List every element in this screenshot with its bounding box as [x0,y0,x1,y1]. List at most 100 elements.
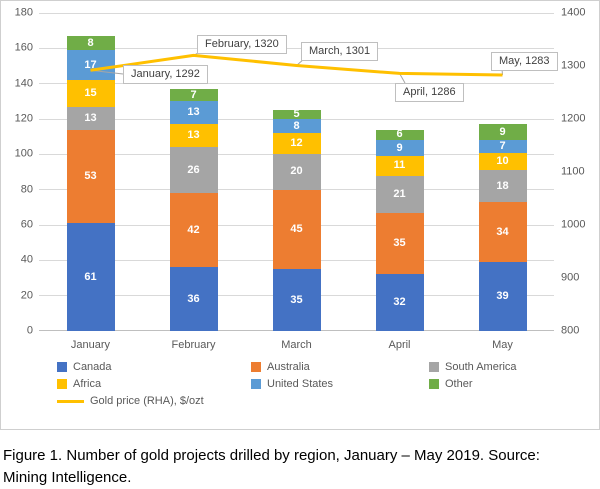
bar-segment-label: 11 [393,159,406,172]
bar-segment: 7 [169,88,218,102]
bar-segment-label: 35 [290,293,303,306]
bar-segment: 8 [272,119,321,134]
bar-segment: 42 [169,193,218,268]
y-axis-left-tick-label: 20 [20,289,33,302]
bar-segment-label: 42 [187,223,200,236]
bar-segment-label: 5 [293,108,300,121]
annotation-callout: April, 1286 [395,83,464,103]
y-axis-left-tick-label: 180 [14,6,33,19]
y-axis-right-tick-label: 1000 [561,218,586,231]
legend-item-united-states: United States [251,378,429,390]
bar-segment: 20 [272,154,321,190]
bar-segment-label: 13 [84,111,97,124]
bar-segment-label: 39 [496,290,509,303]
chart-area: 61 53 13 15 17 8 36 42 26 13 13 7 35 45 20 12 8 5 32 35 21 11… [0,0,600,430]
annotation-callout: March, 1301 [301,42,379,62]
bar-segment-label: 10 [496,154,509,167]
bar-segment: 26 [169,147,218,194]
gridline [39,83,554,85]
annotation-leader-line [399,73,406,84]
bar-segment-label: 53 [84,169,97,182]
gridline [39,13,554,14]
bar-segment: 8 [66,35,115,51]
legend-marker-gold-price [57,399,84,403]
y-axis-left-tick-label: 60 [20,218,33,231]
legend-label: Gold price (RHA), $/ozt [90,395,204,407]
bar-segment: 13 [66,106,115,130]
legend-marker-other [429,379,439,389]
x-axis-category-label: March [281,339,312,351]
bar-segment: 35 [375,212,424,275]
bar-segment: 61 [66,223,115,331]
legend-item-other: Other [429,378,562,390]
bar-segment-label: 7 [499,139,506,152]
bar-segment: 9 [375,140,424,157]
bar-segment-label: 17 [84,58,97,71]
bar-segment: 39 [478,262,527,331]
bar-segment: 5 [272,108,321,121]
annotation-callout: May, 1283 [491,52,558,72]
legend-marker-canada [57,362,67,372]
legend-label: Other [445,378,473,390]
bar-segment: 10 [478,152,527,171]
bar-segment-label: 7 [190,88,197,101]
y-axis-left-tick-label: 40 [20,253,33,266]
y-axis-right-tick-label: 1200 [561,112,586,125]
legend-label: Africa [73,378,102,390]
bar-segment-label: 26 [187,163,200,176]
x-axis-category-label: February [171,339,216,351]
legend-label: Australia [267,361,310,373]
bar-segment-label: 61 [84,270,97,283]
gridline [39,47,554,49]
legend-label: South America [445,361,517,373]
legend-label: United States [267,378,334,390]
y-axis-right-tick-label: 1300 [561,59,586,72]
legend-item-gold-price: Gold price (RHA), $/ozt [57,395,251,407]
bar-segment: 9 [478,124,527,141]
legend: Canada Australia South America Africa United… [57,361,562,407]
bar-segment-label: 8 [293,119,300,132]
x-axis-category-label: January [70,339,111,351]
bar-segment-label: 36 [187,292,200,305]
y-axis-left-tick-label: 160 [14,41,33,54]
bar-segment: 34 [478,202,527,263]
bar-segment-label: 18 [496,179,509,192]
bar-segment-label: 13 [187,106,200,119]
bar-segment: 7 [478,139,527,153]
legend-item-canada: Canada [57,361,251,373]
legend-item-australia: Australia [251,361,429,373]
bar-segment-label: 9 [396,141,403,154]
bar-segment-label: 6 [396,128,403,141]
bar-segment-label: 9 [499,125,506,138]
y-axis-right-tick-label: 900 [561,271,580,284]
bar-segment-label: 32 [393,296,406,309]
bar-segment: 45 [272,189,321,270]
legend-marker-africa [57,379,67,389]
bar-segment-label: 13 [187,129,200,142]
bar-segment: 13 [169,101,218,125]
x-axis-category-label: April [388,339,411,351]
bar-segment-label: 34 [496,225,509,238]
y-axis-right-tick-label: 1400 [561,6,586,19]
bar-segment: 21 [375,175,424,213]
legend-item-africa: Africa [57,378,251,390]
bar-segment: 36 [169,267,218,331]
y-axis-right-tick-label: 800 [561,324,580,337]
figure-caption: Figure 1. Number of gold projects drille… [3,447,540,486]
y-axis-left-tick-label: 100 [14,147,33,160]
bar-segment: 17 [66,50,115,81]
y-axis-right-tick-label: 1100 [561,165,585,178]
bar-segment-label: 20 [290,165,303,178]
annotation-callout: February, 1320 [197,35,287,55]
x-axis-category-label: May [492,339,513,351]
legend-label: Canada [73,361,112,373]
bar-segment: 11 [375,156,424,176]
bar-segment: 12 [272,133,321,155]
bar-segment: 53 [66,129,115,224]
y-axis-left-tick-label: 80 [20,183,33,196]
bar-segment-label: 21 [393,187,406,200]
y-axis-left-tick-label: 140 [14,77,33,90]
bar-segment-label: 8 [87,36,94,49]
bar-segment-label: 15 [84,86,97,99]
